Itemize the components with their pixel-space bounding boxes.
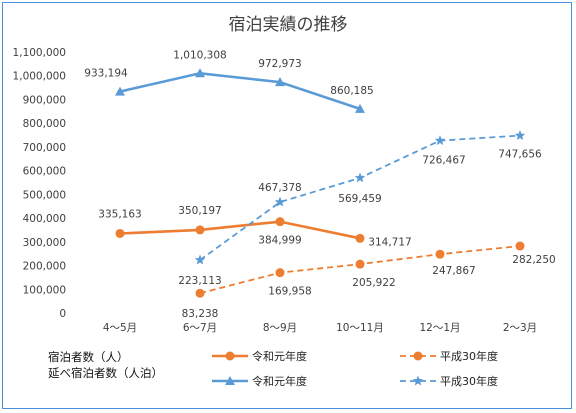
- data-point: [115, 86, 125, 96]
- data-label: 282,250: [512, 254, 555, 266]
- data-point: [225, 351, 235, 361]
- data-point: [413, 351, 423, 361]
- y-tick-label: 1,000,000: [13, 71, 66, 83]
- data-label: 83,238: [182, 308, 219, 320]
- data-point: [515, 241, 525, 251]
- data-label: 747,656: [498, 149, 542, 161]
- data-label: 314,717: [368, 236, 411, 248]
- data-label: 223,113: [178, 275, 221, 287]
- x-tick-label: 2～3月: [503, 322, 537, 334]
- legend-row-label-guests: 宿泊者数（人）: [48, 350, 129, 364]
- y-tick-label: 100,000: [23, 284, 66, 296]
- data-point: [354, 172, 366, 183]
- y-tick-label: 0: [59, 308, 66, 320]
- data-label: 335,163: [98, 208, 141, 220]
- x-tick-label: 8～9月: [263, 322, 297, 334]
- legend-label: 平成30年度: [440, 374, 498, 388]
- series-0: [115, 217, 365, 243]
- y-axis: 0 100,000 200,000 300,000 400,000 500,000 600,…: [13, 47, 66, 320]
- data-point: [195, 68, 205, 78]
- data-label: 1,010,308: [173, 49, 226, 61]
- y-tick-label: 600,000: [23, 166, 66, 178]
- data-point: [225, 376, 235, 385]
- data-point: [355, 103, 365, 113]
- x-axis: 4～5月 6～7月 8～9月 10～11月 12～1月 2～3月: [103, 322, 537, 334]
- legend-entry-2: 令和元年度: [212, 374, 307, 388]
- data-point: [275, 77, 285, 87]
- data-label: 205,922: [352, 277, 395, 289]
- data-point: [275, 217, 285, 227]
- data-point: [355, 259, 365, 269]
- data-point: [274, 196, 286, 207]
- data-label: 860,185: [330, 85, 373, 97]
- x-tick-label: 12～1月: [419, 322, 460, 334]
- data-label-layer: 335,163 350,197 384,999 314,717 83,238 169,95…: [84, 49, 555, 320]
- series-layer: [115, 68, 526, 298]
- legend-entry-1: 平成30年度: [400, 349, 498, 363]
- data-point: [195, 225, 205, 235]
- legend-label: 令和元年度: [252, 374, 307, 388]
- data-point: [434, 135, 446, 146]
- y-tick-label: 700,000: [23, 142, 66, 154]
- data-label: 569,459: [338, 193, 381, 205]
- x-tick-label: 4～5月: [103, 322, 137, 334]
- series-line: [119, 71, 361, 111]
- y-tick-label: 400,000: [23, 213, 66, 225]
- y-tick-label: 200,000: [23, 261, 66, 273]
- data-label: 350,197: [178, 205, 221, 217]
- series-line: [119, 220, 361, 240]
- data-label: 247,867: [432, 265, 475, 277]
- data-point: [194, 254, 206, 265]
- chart-frame: [2, 2, 572, 409]
- data-label: 384,999: [258, 235, 301, 247]
- legend-entry-0: 令和元年度: [212, 349, 307, 363]
- legend-label: 平成30年度: [440, 349, 498, 363]
- y-tick-label: 900,000: [23, 94, 66, 106]
- data-label: 972,973: [258, 58, 301, 70]
- x-tick-label: 6～7月: [183, 322, 217, 334]
- legend-label: 令和元年度: [252, 349, 307, 363]
- data-label: 467,378: [258, 182, 301, 194]
- data-label: 933,194: [84, 68, 128, 80]
- series-3: [194, 130, 526, 265]
- data-point: [275, 268, 285, 278]
- x-tick-label: 10～11月: [336, 322, 384, 334]
- data-point: [115, 228, 125, 238]
- chart-title: 宿泊実績の推移: [229, 15, 348, 35]
- legend-entry-3: 平成30年度: [400, 374, 498, 388]
- data-point: [355, 233, 365, 243]
- y-tick-label: 800,000: [23, 118, 66, 130]
- data-point: [514, 130, 526, 141]
- series-1: [195, 241, 525, 298]
- legend-row-label-guest-nights: 延べ宿泊者数（人泊）: [48, 366, 163, 380]
- data-label: 169,958: [268, 286, 311, 298]
- series-2: [115, 68, 365, 113]
- data-point: [412, 375, 424, 386]
- y-tick-label: 1,100,000: [13, 47, 66, 59]
- y-tick-label: 300,000: [23, 237, 66, 249]
- data-point: [195, 288, 205, 298]
- data-point: [435, 249, 445, 259]
- y-tick-label: 500,000: [23, 189, 66, 201]
- data-label: 726,467: [422, 155, 465, 167]
